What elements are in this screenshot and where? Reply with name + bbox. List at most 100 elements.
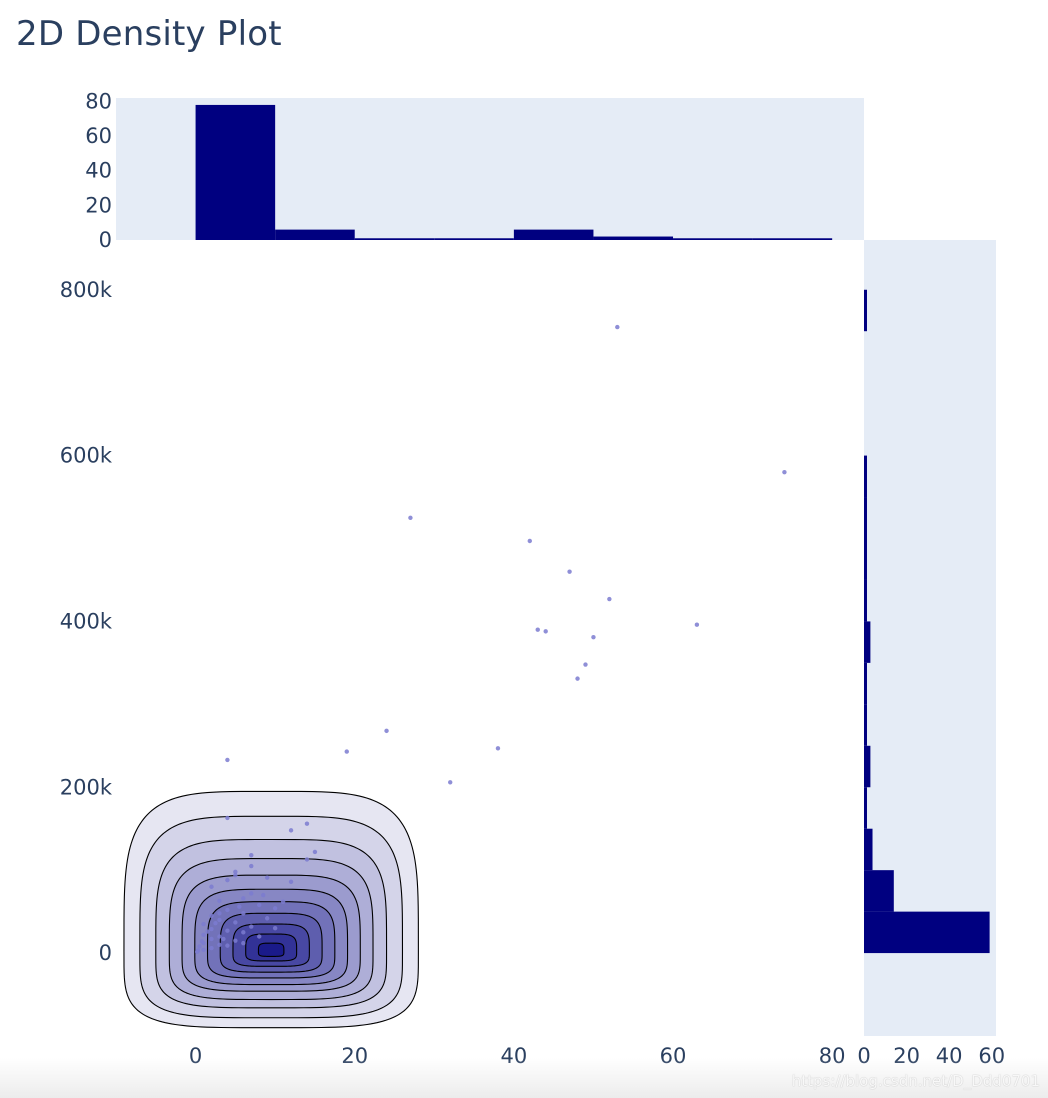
scatter-point	[567, 569, 572, 574]
scatter-point	[225, 943, 230, 948]
y-tick-label: 200k	[60, 775, 113, 799]
top-histogram-tick-label: 0	[99, 228, 112, 252]
scatter-point	[225, 757, 230, 763]
scatter-point	[782, 469, 787, 475]
density-contours	[123, 790, 419, 1029]
scatter-point	[233, 920, 238, 925]
scatter-point	[217, 898, 222, 904]
scatter-point	[205, 929, 210, 934]
scatter-point	[249, 924, 254, 929]
right-histogram-bar	[864, 911, 990, 954]
scatter-point	[249, 853, 254, 858]
scatter-point	[384, 728, 389, 734]
right-histogram-bar	[864, 745, 871, 788]
scatter-point	[197, 944, 202, 949]
right-histogram-tick-label: 40	[936, 1044, 963, 1068]
scatter-point	[257, 934, 262, 939]
top-histogram-bar	[513, 229, 594, 240]
right-histogram-bar	[864, 828, 873, 871]
scatter-point	[257, 902, 262, 908]
scatter-point	[209, 926, 214, 932]
scatter-point	[221, 936, 226, 942]
top-histogram-bar	[354, 238, 435, 240]
chart-title: 2D Density Plot	[16, 14, 282, 54]
scatter-point	[241, 930, 246, 935]
scatter-point	[217, 911, 222, 916]
scatter-point	[233, 869, 238, 875]
scatter-point	[583, 662, 588, 667]
right-histogram-tick-label: 60	[978, 1044, 1005, 1068]
top-histogram-bar	[195, 104, 276, 241]
scatter-point	[213, 921, 218, 926]
scatter-point	[249, 891, 254, 896]
scatter-point	[194, 949, 200, 955]
top-histogram-bar	[752, 238, 833, 240]
x-tick-label: 20	[341, 1044, 368, 1068]
right-histogram-bar	[864, 289, 867, 332]
scatter-point	[591, 634, 596, 640]
scatter-point	[344, 749, 349, 754]
top-histogram-bar	[434, 238, 514, 240]
right-histogram-bar	[864, 787, 867, 829]
scatter-point	[615, 324, 620, 330]
scatter-point	[261, 892, 266, 898]
scatter-point	[288, 828, 294, 833]
right-histogram-bar	[864, 579, 867, 622]
scatter-point	[448, 780, 453, 785]
scatter-point	[209, 884, 214, 889]
scatter-point	[233, 938, 238, 943]
scatter-point	[209, 936, 214, 942]
scatter-point	[694, 622, 700, 627]
scatter-point	[312, 849, 318, 855]
scatter-point	[264, 916, 270, 921]
top-histogram-bar	[593, 236, 674, 240]
scatter-point	[217, 934, 222, 939]
scatter-point	[209, 913, 214, 918]
scatter-point	[495, 746, 501, 751]
right-histogram-bar	[864, 704, 867, 746]
scatter-point	[225, 877, 230, 883]
right-histogram-bar	[864, 870, 894, 912]
scatter-point	[241, 940, 246, 946]
x-tick-label: 80	[819, 1044, 846, 1068]
watermark: https://blog.csdn.net/D_Ddd0701	[791, 1072, 1040, 1090]
right-histogram-bar	[864, 662, 867, 705]
scatter-point	[217, 917, 222, 923]
scatter-point	[201, 932, 206, 938]
scatter-point	[535, 627, 540, 632]
top-histogram	[116, 98, 864, 241]
right-histogram-bar	[864, 621, 871, 663]
top-histogram-tick-label: 80	[85, 89, 112, 113]
scatter-point	[527, 538, 532, 544]
scatter-point	[241, 911, 246, 916]
scatter-point	[225, 907, 230, 913]
density-contour	[257, 942, 285, 957]
scatter-point	[280, 899, 286, 904]
y-tick-label: 0	[99, 941, 112, 965]
scatter-point	[233, 872, 238, 878]
scatter-point	[201, 921, 206, 927]
right-histogram-tick-label: 20	[893, 1044, 920, 1068]
scatter-point	[272, 926, 278, 931]
scatter-point	[264, 875, 270, 880]
scatter-point	[225, 815, 230, 821]
right-histogram-bar	[864, 538, 867, 580]
scatter-points	[194, 324, 787, 955]
scatter-point	[249, 863, 254, 869]
top-histogram-tick-label: 40	[85, 159, 112, 183]
scatter-point	[304, 821, 310, 826]
scatter-point	[241, 896, 246, 901]
scatter-point	[408, 515, 413, 520]
scatter-point	[288, 879, 294, 884]
scatter-point	[304, 857, 310, 862]
x-tick-label: 40	[501, 1044, 528, 1068]
scatter-point	[575, 676, 580, 681]
x-tick-label: 0	[189, 1044, 202, 1068]
scatter-point	[199, 939, 205, 944]
scatter-point	[543, 629, 548, 634]
right-histogram-tick-label: 0	[857, 1044, 870, 1068]
y-tick-label: 800k	[60, 278, 113, 302]
x-tick-label: 60	[660, 1044, 687, 1068]
scatter-point	[237, 904, 242, 909]
